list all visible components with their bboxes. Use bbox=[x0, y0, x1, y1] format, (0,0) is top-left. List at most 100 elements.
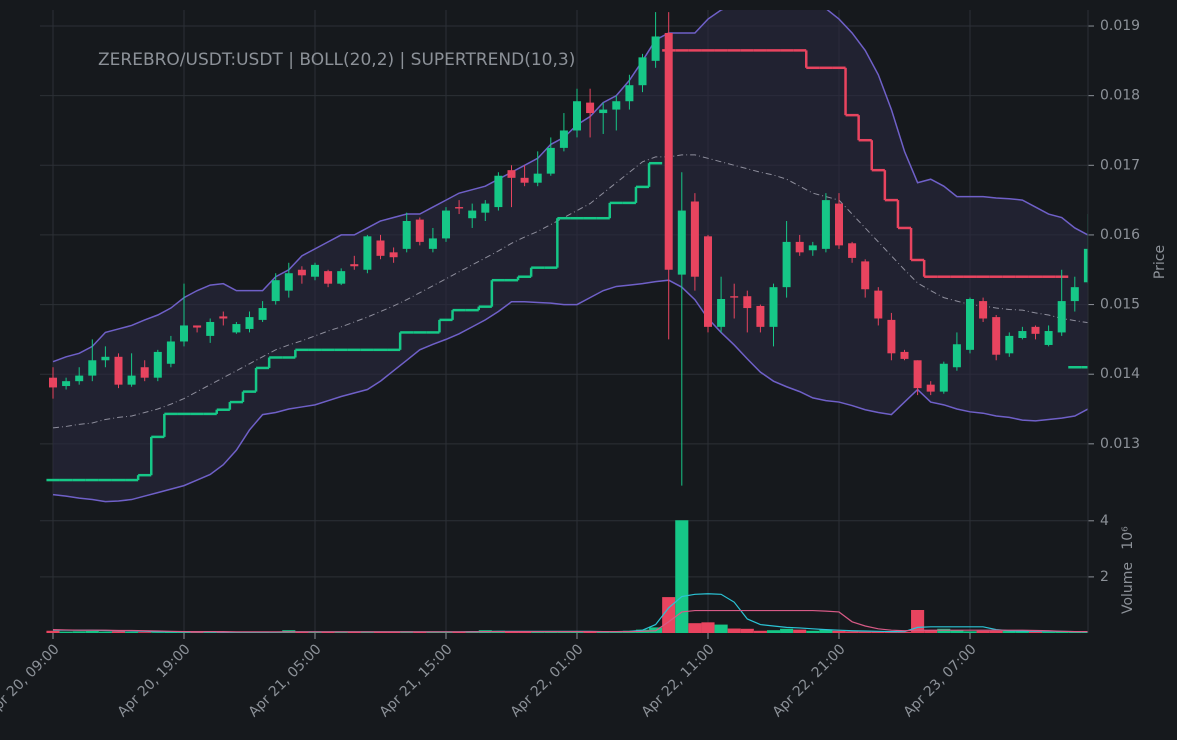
volume-axis-label: Volume bbox=[1120, 562, 1136, 614]
volume-ma bbox=[52, 609, 1088, 633]
candle-body bbox=[926, 384, 935, 392]
candle-body bbox=[939, 363, 948, 392]
candle-body bbox=[717, 298, 726, 327]
y-tick-label: 0.019 bbox=[1100, 18, 1140, 34]
volume-bar bbox=[426, 632, 440, 633]
candle-body bbox=[835, 203, 843, 246]
volume-bar bbox=[793, 629, 807, 633]
candle-body bbox=[1083, 248, 1088, 283]
y-axis-label: Price bbox=[1152, 245, 1168, 279]
volume-bar bbox=[111, 631, 126, 633]
candle-body bbox=[75, 375, 84, 382]
candle-body bbox=[193, 325, 202, 328]
candle-body bbox=[415, 219, 424, 242]
volume-bar bbox=[347, 632, 361, 633]
candle-body bbox=[874, 290, 883, 319]
candle-body bbox=[284, 273, 293, 291]
volume-bar bbox=[714, 624, 728, 633]
volume-bar bbox=[387, 632, 401, 633]
volume-bar bbox=[753, 630, 767, 633]
y-tick-label: 0.015 bbox=[1100, 297, 1140, 313]
candle-body bbox=[1070, 287, 1079, 302]
volume-bar bbox=[976, 630, 990, 633]
volume-bar bbox=[675, 520, 689, 633]
volume-bar bbox=[806, 630, 820, 633]
candle-body bbox=[127, 375, 136, 385]
candle-body bbox=[271, 280, 280, 302]
candle-body bbox=[428, 238, 437, 249]
volume-bar bbox=[138, 632, 152, 633]
volume-bar bbox=[151, 632, 165, 633]
volume-bar bbox=[845, 631, 859, 633]
candle-body bbox=[481, 203, 490, 213]
y-tick-label: 0.018 bbox=[1100, 88, 1140, 104]
volume-bar bbox=[413, 632, 427, 633]
volume-bar bbox=[858, 631, 872, 633]
volume-bar bbox=[662, 597, 676, 633]
candle-body bbox=[455, 207, 464, 209]
candle-body bbox=[468, 210, 477, 219]
volume-bar bbox=[295, 632, 309, 633]
volume-bar bbox=[766, 630, 781, 633]
volume-bar bbox=[989, 630, 1003, 633]
candle-body bbox=[350, 264, 359, 267]
candle-body bbox=[337, 271, 346, 284]
candle-body bbox=[297, 269, 306, 276]
y-tick-label: 0.014 bbox=[1100, 366, 1140, 382]
candle-body bbox=[821, 200, 830, 249]
candle-body bbox=[966, 298, 974, 350]
volume-bar bbox=[780, 628, 794, 633]
candle-body bbox=[324, 271, 333, 284]
volume-bar bbox=[727, 628, 741, 633]
volume-bar bbox=[688, 623, 702, 633]
candle-body bbox=[952, 344, 961, 368]
candle-body bbox=[507, 170, 516, 178]
candle-body bbox=[690, 201, 699, 277]
volume-bar bbox=[1042, 631, 1056, 633]
volume-bar bbox=[596, 631, 610, 633]
candle-body bbox=[625, 85, 634, 102]
volume-bar bbox=[871, 631, 885, 633]
candle-body bbox=[979, 301, 988, 319]
candle-body bbox=[546, 147, 555, 174]
candle-body bbox=[677, 210, 686, 275]
candle-body bbox=[533, 173, 542, 183]
chart-title: ZEREBRO/USDT:USDT | BOLL(20,2) | SUPERTR… bbox=[98, 50, 575, 70]
candle-body bbox=[1005, 335, 1014, 354]
volume-scale-label: 10⁶ bbox=[1120, 526, 1136, 550]
candle-body bbox=[258, 308, 267, 320]
volume-bar bbox=[72, 631, 86, 633]
candle-body bbox=[704, 236, 712, 327]
volume-bar bbox=[924, 630, 938, 633]
volume-bar bbox=[518, 631, 532, 633]
candle-body bbox=[756, 305, 765, 327]
candle-body bbox=[402, 221, 411, 249]
volume-bar bbox=[190, 632, 204, 633]
candle-body bbox=[442, 210, 450, 239]
volume-bar bbox=[177, 632, 191, 633]
y-tick-label: 4 bbox=[1100, 513, 1109, 529]
volume-bar bbox=[164, 631, 178, 633]
bollinger-middle bbox=[52, 154, 1088, 429]
volume-bar bbox=[911, 610, 925, 633]
candle-body bbox=[1057, 301, 1066, 333]
volume-bar bbox=[46, 630, 60, 633]
candle-body bbox=[62, 381, 71, 387]
candle-body bbox=[376, 240, 385, 256]
candle-body bbox=[180, 325, 188, 342]
candle-body bbox=[88, 360, 97, 376]
candle-body bbox=[730, 296, 739, 298]
candle-body bbox=[887, 319, 896, 354]
volume-bar bbox=[373, 632, 388, 633]
volume-bar bbox=[740, 628, 754, 633]
candle-body bbox=[206, 321, 215, 336]
candle-body bbox=[743, 296, 752, 309]
volume-bar bbox=[334, 632, 348, 633]
volume-bar bbox=[897, 631, 912, 633]
y-tick-label: 0.016 bbox=[1100, 227, 1140, 243]
volume-bar bbox=[937, 628, 951, 633]
candle-body bbox=[913, 360, 922, 389]
candle-body bbox=[782, 241, 791, 288]
candle-body bbox=[848, 243, 857, 258]
